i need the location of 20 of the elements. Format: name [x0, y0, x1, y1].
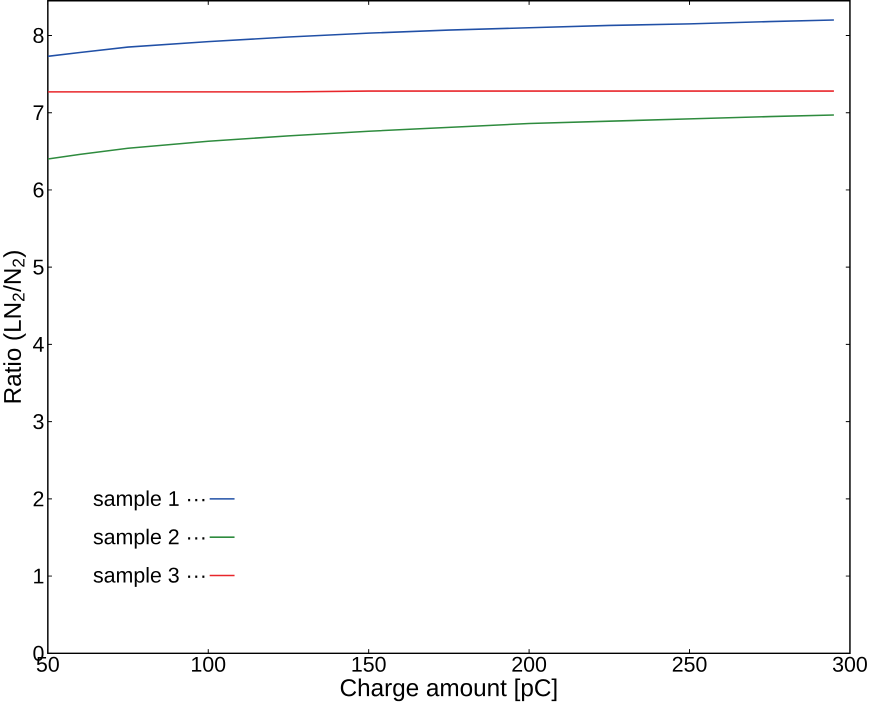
legend-label: sample 2 ···: [94, 528, 204, 548]
y-tick-label: 3: [33, 414, 44, 429]
y-tick-label: 6: [34, 182, 44, 198]
x-axis-title: Charge amount [pC]: [340, 678, 556, 701]
legend-label: sample 1 ···: [94, 490, 204, 510]
x-tick-label: 300: [832, 656, 867, 672]
y-tick-label: 4: [33, 336, 44, 352]
line-series: [48, 114, 835, 160]
x-tick-label: 200: [512, 656, 546, 672]
y-tick-label: 2: [34, 491, 44, 506]
line-series: [48, 19, 835, 57]
x-tick-label: 100: [192, 656, 226, 672]
y-axis-title: Ratio (LN$_{2}$/N$_{2}$): [3, 250, 26, 402]
x-tick-label: 150: [352, 656, 386, 672]
y-tick-label: 7: [34, 105, 44, 120]
legend-label: sample 3 ···: [94, 566, 204, 587]
y-tick-label: 5: [33, 260, 44, 274]
x-tick-label: 250: [672, 656, 706, 672]
y-tick-label: 8: [33, 28, 44, 43]
y-tick-label: 1: [34, 568, 44, 584]
